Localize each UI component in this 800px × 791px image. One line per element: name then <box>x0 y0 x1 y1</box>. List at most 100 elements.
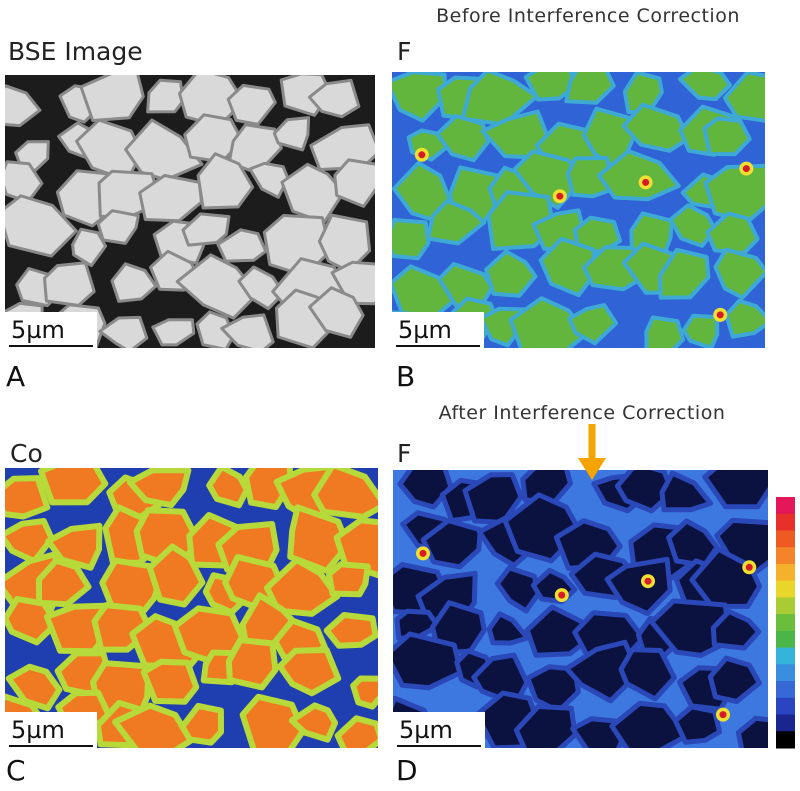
micrograph: 5µm <box>393 470 768 748</box>
caption: Before Interference Correction <box>436 5 740 27</box>
color-step <box>776 597 795 615</box>
grain <box>146 78 185 114</box>
grain <box>288 702 339 743</box>
caption: After Interference Correction <box>439 402 726 424</box>
micrograph: 5µm <box>392 72 765 348</box>
color-step <box>776 530 795 548</box>
grain <box>239 693 307 748</box>
grain <box>276 647 342 697</box>
panel-title: BSE Image <box>8 37 143 66</box>
grain <box>225 637 279 691</box>
grain <box>564 639 641 704</box>
grain <box>287 504 351 574</box>
grain <box>658 247 711 300</box>
panel-title: F <box>397 439 411 468</box>
grain <box>523 72 577 102</box>
grain <box>668 203 718 248</box>
grain <box>618 647 677 702</box>
panel-letter: D <box>396 754 418 787</box>
grain <box>5 595 60 646</box>
color-step <box>776 563 795 582</box>
scale-box <box>5 312 97 348</box>
grain <box>393 631 464 691</box>
grain <box>195 310 236 348</box>
hotspot-core <box>418 151 426 159</box>
grain <box>621 102 691 153</box>
micrograph: 5µm <box>5 75 375 348</box>
grain <box>702 116 752 157</box>
color-step <box>776 497 795 515</box>
grain <box>350 675 378 710</box>
grain <box>140 658 200 705</box>
grain <box>5 194 78 258</box>
scale-box <box>5 712 97 748</box>
hotspot-core <box>644 577 652 585</box>
scale-label: 5µm <box>398 316 452 344</box>
grain <box>392 72 448 123</box>
grain <box>272 116 311 152</box>
grain <box>604 556 673 617</box>
grain <box>323 612 378 649</box>
scale-box <box>393 712 485 748</box>
grain <box>649 598 734 658</box>
grain <box>397 470 454 510</box>
hotspot-core <box>716 311 724 319</box>
micrograph: 5µm <box>5 468 378 748</box>
panel-title: F <box>397 37 411 66</box>
grain <box>703 163 765 224</box>
color-step <box>776 664 795 682</box>
grain <box>564 72 616 105</box>
grain <box>112 702 194 748</box>
grain <box>308 286 365 339</box>
grain <box>5 475 51 520</box>
grain <box>426 198 487 246</box>
grain <box>722 72 765 123</box>
hotspot-core <box>642 178 650 186</box>
hotspot-core <box>558 591 566 599</box>
grain <box>216 228 268 263</box>
grain <box>494 565 541 614</box>
grain <box>333 517 378 579</box>
grain <box>36 557 92 608</box>
grain <box>311 468 378 520</box>
color-step <box>776 647 795 665</box>
grain <box>220 313 275 348</box>
grain <box>151 318 196 347</box>
grain <box>435 114 490 163</box>
color-step <box>776 714 795 732</box>
grain <box>206 468 250 509</box>
grain <box>333 158 375 208</box>
color-step <box>776 614 795 632</box>
grain <box>677 72 732 102</box>
grain <box>96 209 140 245</box>
grain <box>513 704 578 748</box>
color-step <box>776 681 795 699</box>
grain <box>672 704 723 745</box>
grain <box>714 517 768 575</box>
grain <box>5 84 42 128</box>
panel-letter: B <box>396 360 415 393</box>
grain <box>226 83 277 126</box>
grain <box>307 78 361 119</box>
images: 5µm 5µm 5µm 5µm <box>5 72 768 748</box>
color-bar <box>776 497 795 749</box>
scale-box <box>392 312 484 348</box>
hotspot-core <box>745 563 753 571</box>
grain <box>538 236 598 298</box>
grain <box>710 609 762 651</box>
grain <box>237 265 286 311</box>
panel-letter: C <box>6 754 26 787</box>
grain <box>713 247 765 300</box>
grain <box>565 156 616 199</box>
grain <box>45 522 103 571</box>
color-step <box>776 697 795 716</box>
grain <box>181 212 231 247</box>
grain <box>644 315 685 348</box>
grain <box>126 468 192 509</box>
grain <box>71 227 108 268</box>
grain <box>175 253 260 320</box>
grain <box>179 702 224 746</box>
grain <box>524 604 595 658</box>
grain <box>43 261 96 307</box>
